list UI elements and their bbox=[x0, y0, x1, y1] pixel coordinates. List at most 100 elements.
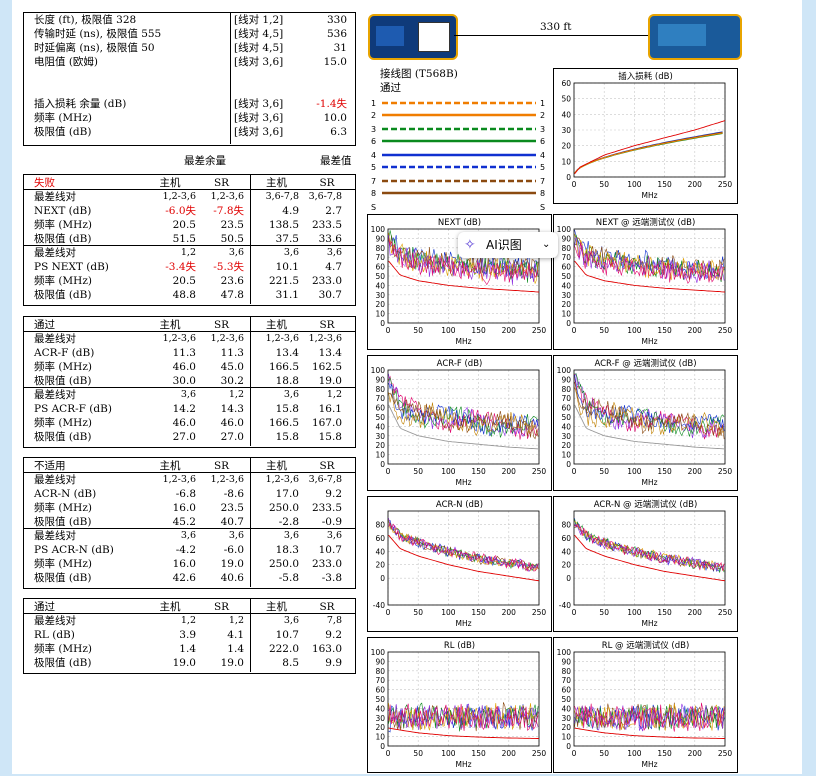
cell-value: 14.2 bbox=[172, 403, 196, 415]
trace-line bbox=[388, 238, 539, 286]
chart-4: ACR-F @ 远端测试仪 (dB) 0 10 20 30 40 50 60 70 80 90 100… bbox=[553, 355, 738, 491]
summary-value: 536 bbox=[326, 28, 347, 40]
column-header: SR bbox=[213, 460, 230, 472]
limit-line bbox=[388, 534, 540, 582]
x-tick-label: 250 bbox=[718, 326, 733, 335]
summary-pair: [线对 1,2] bbox=[234, 14, 284, 26]
x-tick-label: 50 bbox=[413, 608, 423, 617]
cell-value: 18.8 bbox=[275, 375, 299, 387]
summary-value: 31 bbox=[333, 42, 347, 54]
x-tick-label: 150 bbox=[657, 749, 672, 758]
cell-value: 15.8 bbox=[318, 431, 342, 443]
y-tick-label: 80 bbox=[375, 385, 385, 394]
cell-value: 7,8 bbox=[326, 615, 342, 626]
summary-value: 6.3 bbox=[330, 126, 347, 138]
y-tick-label: 100 bbox=[371, 225, 386, 234]
y-tick-label: 80 bbox=[561, 520, 571, 529]
column-header: 主机 bbox=[266, 601, 287, 613]
y-tick-label: 40 bbox=[561, 704, 571, 713]
row-label: 极限值 (dB) bbox=[34, 572, 92, 584]
wiremap-diagram: 1 1 2 2 3 3 6 6 4 4 5 5 7 7 8 8 S S bbox=[371, 99, 545, 211]
row-label: 最差线对 bbox=[34, 474, 76, 486]
remote-tester-image bbox=[648, 14, 742, 60]
x-tick-label: 50 bbox=[413, 326, 423, 335]
y-tick-label: 90 bbox=[561, 234, 571, 243]
y-tick-label: 40 bbox=[561, 281, 571, 290]
cell-value: 162.5 bbox=[311, 361, 342, 373]
y-tick-label: 10 bbox=[561, 157, 571, 166]
cell-value: -6.0 bbox=[223, 544, 244, 556]
wiremap-pin-right: 1 bbox=[540, 99, 545, 108]
chart-title: ACR-N @ 远端测试仪 (dB) bbox=[594, 499, 698, 510]
x-tick-label: 100 bbox=[627, 467, 642, 476]
y-tick-label: 30 bbox=[375, 432, 385, 441]
plot-frame bbox=[573, 510, 726, 606]
y-tick-label: 100 bbox=[557, 366, 572, 375]
cell-value: 3,6 bbox=[180, 530, 196, 541]
plot-frame bbox=[573, 228, 726, 324]
y-tick-label: 10 bbox=[375, 733, 385, 742]
x-tick-label: 200 bbox=[502, 467, 517, 476]
y-tick-label: 20 bbox=[561, 300, 571, 309]
limit-line bbox=[574, 120, 726, 175]
x-tick-label: 250 bbox=[718, 608, 733, 617]
y-tick-label: 80 bbox=[561, 667, 571, 676]
column-header: 主机 bbox=[159, 601, 181, 613]
cell-value: 19.0 bbox=[220, 657, 244, 669]
chart-5: ACR-N (dB) -40 0 20 40 60 80 0 50 100 150 200 250 MHz bbox=[367, 496, 552, 632]
cell-value: 3,6 bbox=[283, 389, 299, 400]
cell-value: 1,2-3,6 bbox=[265, 333, 299, 344]
x-tick-label: 50 bbox=[599, 608, 609, 617]
summary-pair: [线对 4,5] bbox=[234, 42, 284, 54]
y-tick-label: 70 bbox=[375, 253, 385, 262]
row-label: 极限值 (dB) bbox=[34, 431, 92, 443]
trace-line bbox=[574, 374, 725, 433]
wiremap-pin-left: 1 bbox=[371, 99, 376, 108]
wiremap-pin-left: 8 bbox=[371, 189, 376, 198]
cell-value: 1,2-3,6 bbox=[265, 474, 299, 485]
column-header: 主机 bbox=[266, 319, 287, 331]
summary-value: 330 bbox=[326, 14, 347, 26]
block-status: 失败 bbox=[34, 177, 55, 189]
x-tick-label: 0 bbox=[572, 467, 577, 476]
cell-value: 4.9 bbox=[282, 205, 299, 217]
limit-line bbox=[388, 260, 540, 293]
y-tick-label: 80 bbox=[561, 244, 571, 253]
summary-label: 频率 (MHz) bbox=[34, 112, 92, 124]
report-page: 长度 (ft), 极限值 328 [线对 1,2] 330 传输时延 (ns), 极限… bbox=[12, 0, 802, 774]
chart-8: RL @ 远端测试仪 (dB) 0 10 20 30 40 50 60 70 80 90 100 0 50… bbox=[553, 637, 738, 773]
x-tick-label: 150 bbox=[657, 467, 672, 476]
y-tick-label: 40 bbox=[561, 422, 571, 431]
row-label: RL (dB) bbox=[34, 629, 75, 641]
trace-line bbox=[388, 232, 539, 284]
y-tick-label: 40 bbox=[375, 547, 385, 556]
y-tick-label: -40 bbox=[373, 601, 385, 610]
x-tick-label: 250 bbox=[718, 749, 733, 758]
cell-value: 233.5 bbox=[311, 219, 342, 231]
cell-value: 233.5 bbox=[311, 502, 342, 514]
x-axis-label: MHz bbox=[641, 478, 657, 487]
x-tick-label: 50 bbox=[413, 749, 423, 758]
y-tick-label: 20 bbox=[561, 723, 571, 732]
summary-label: 插入损耗 余量 (dB) bbox=[34, 98, 127, 110]
trace-line bbox=[574, 236, 725, 283]
wiremap-pin-left: S bbox=[371, 203, 376, 211]
ai-recognize-button[interactable]: ✧ AI识图 ⌄ bbox=[458, 232, 558, 258]
y-tick-label: 10 bbox=[375, 451, 385, 460]
result-block: 不适用 主机 SR 主机 SR 最差线对 1,2-3,6 1,2-3,6 1,2-3,6 3,6-… bbox=[23, 457, 356, 589]
x-tick-label: 100 bbox=[441, 749, 456, 758]
cell-value: 16.1 bbox=[318, 403, 342, 415]
trace-line bbox=[574, 374, 725, 440]
plot-frame bbox=[387, 369, 540, 465]
x-tick-label: 250 bbox=[532, 467, 547, 476]
summary-box: 长度 (ft), 极限值 328 [线对 1,2] 330 传输时延 (ns), 极限… bbox=[23, 12, 356, 146]
row-label: 频率 (MHz) bbox=[34, 417, 92, 429]
y-tick-label: 0 bbox=[566, 574, 571, 583]
cell-value: 3,6 bbox=[283, 615, 299, 626]
x-tick-label: 50 bbox=[599, 180, 609, 189]
summary-value: -1.4失 bbox=[316, 98, 347, 110]
cell-value: 33.6 bbox=[318, 233, 342, 245]
cell-value: 1,2-3,6 bbox=[210, 191, 244, 202]
y-tick-label: 30 bbox=[375, 291, 385, 300]
